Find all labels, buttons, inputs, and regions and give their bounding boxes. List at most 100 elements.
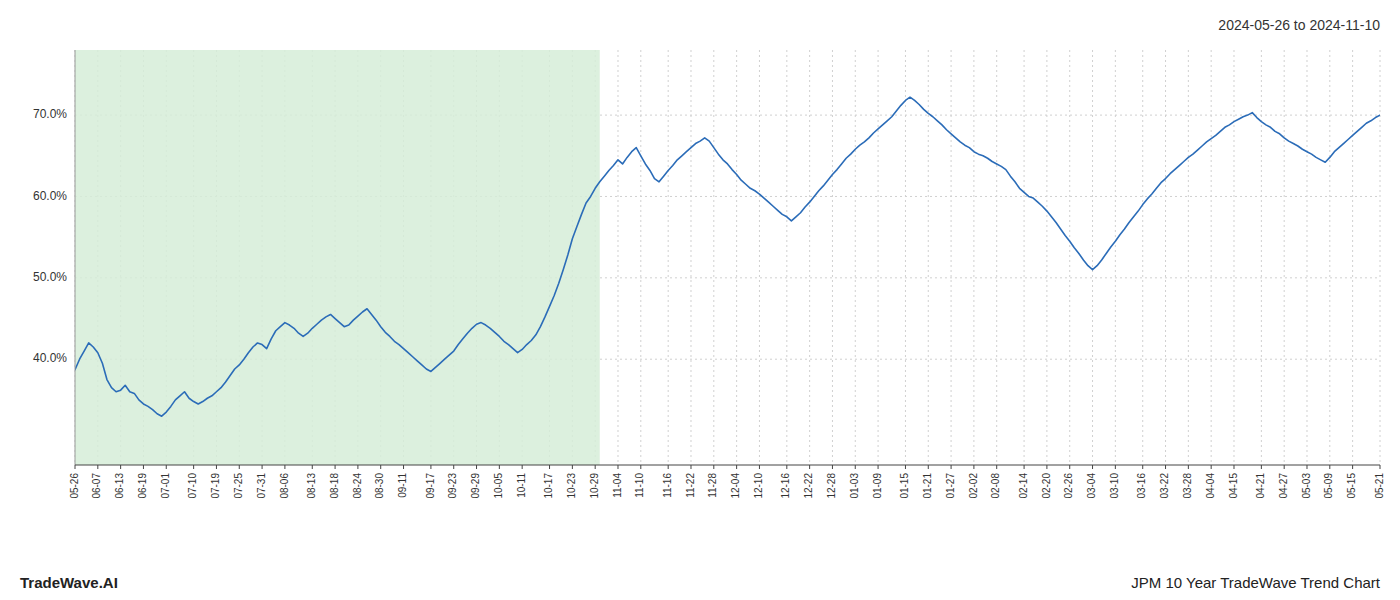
axes: 40.0%50.0%60.0%70.0%05-2606-0706-1306-19…	[33, 50, 1385, 499]
x-tick-label: 08-18	[329, 473, 340, 499]
x-tick	[193, 465, 194, 469]
grid-line-x	[617, 50, 618, 465]
x-tick	[1211, 465, 1212, 469]
title: 2024-05-26 to 2024-11-10	[1218, 17, 1380, 33]
x-tick-label: 11-10	[634, 473, 645, 498]
grid-line-x	[973, 50, 974, 465]
grid-line-x	[878, 50, 879, 465]
grid-line-x	[1233, 50, 1234, 465]
shaded-span	[75, 50, 600, 465]
x-tick	[453, 465, 454, 469]
x-tick-label: 04-15	[1228, 473, 1239, 499]
grid-line-x	[855, 50, 856, 465]
x-tick	[1352, 465, 1353, 469]
grid-line-x	[640, 50, 641, 465]
grid-line-x	[1092, 50, 1093, 465]
x-tick-label: 07-10	[187, 473, 198, 499]
x-tick	[713, 465, 714, 469]
x-tick-label: 12-10	[753, 473, 764, 499]
x-tick	[668, 465, 669, 469]
grid-line-x	[832, 50, 833, 465]
x-tick-label: 05-15	[1346, 473, 1357, 499]
x-tick	[855, 465, 856, 469]
x-tick	[832, 465, 833, 469]
grid-line-x	[690, 50, 691, 465]
grid-line-x	[809, 50, 810, 465]
x-tick	[951, 465, 952, 469]
x-tick-label: 11-16	[662, 473, 673, 498]
x-tick-label: 02-14	[1018, 473, 1029, 499]
x-tick-label: 10-23	[566, 473, 577, 499]
grid-line-x	[713, 50, 714, 465]
x-tick	[549, 465, 550, 469]
x-tick	[1188, 465, 1189, 469]
x-tick-label: 09-17	[425, 473, 436, 499]
x-tick	[878, 465, 879, 469]
x-tick	[690, 465, 691, 469]
grid-line-x	[1024, 50, 1025, 465]
x-tick	[809, 465, 810, 469]
x-tick	[996, 465, 997, 469]
x-tick-label: 06-13	[114, 473, 125, 499]
x-tick-label: 03-10	[1109, 473, 1120, 499]
x-tick	[1069, 465, 1070, 469]
x-tick-label: 01-27	[945, 473, 956, 499]
x-tick-label: 12-16	[780, 473, 791, 499]
x-tick	[97, 465, 98, 469]
x-tick-label: 12-22	[803, 473, 814, 499]
x-tick	[1380, 465, 1381, 469]
x-tick-label: 05-21	[1374, 473, 1385, 499]
x-tick-label: 08-13	[306, 473, 317, 499]
x-tick	[1046, 465, 1047, 469]
x-tick-label: 02-20	[1041, 473, 1052, 499]
x-tick-label: 09-23	[447, 473, 458, 499]
x-tick	[216, 465, 217, 469]
footer-left: TradeWave.AI	[20, 574, 118, 591]
grid-line-x	[1188, 50, 1189, 465]
x-tick	[357, 465, 358, 469]
grid-line-x	[1261, 50, 1262, 465]
x-tick-label: 05-03	[1301, 473, 1312, 499]
grid-line-x	[905, 50, 906, 465]
x-tick-label: 04-27	[1278, 473, 1289, 499]
x-tick	[786, 465, 787, 469]
y-tick-label: 40.0%	[33, 351, 67, 365]
x-tick-label: 12-04	[730, 473, 741, 499]
grid-line-x	[786, 50, 787, 465]
grid-line-x	[951, 50, 952, 465]
x-tick-label: 05-26	[69, 473, 80, 499]
x-tick-label: 08-06	[279, 473, 290, 499]
grid-line-x	[1329, 50, 1330, 465]
x-tick	[905, 465, 906, 469]
x-tick	[595, 465, 596, 469]
x-tick-label: 03-16	[1136, 473, 1147, 499]
x-tick	[759, 465, 760, 469]
x-tick-label: 09-29	[470, 473, 481, 499]
x-tick	[1115, 465, 1116, 469]
x-tick	[617, 465, 618, 469]
x-tick-label: 11-22	[685, 473, 696, 498]
x-tick	[1233, 465, 1234, 469]
x-tick	[284, 465, 285, 469]
x-tick-label: 10-29	[589, 473, 600, 499]
x-tick-label: 10-11	[516, 473, 527, 498]
x-tick	[1142, 465, 1143, 469]
x-tick	[335, 465, 336, 469]
grid-line-x	[1211, 50, 1212, 465]
chart: 40.0%50.0%60.0%70.0%05-2606-0706-1306-19…	[0, 0, 1400, 600]
x-tick	[736, 465, 737, 469]
x-tick-label: 03-28	[1182, 473, 1193, 499]
x-tick	[239, 465, 240, 469]
x-tick	[262, 465, 263, 469]
grid-line-x	[75, 50, 76, 465]
x-tick-label: 07-25	[233, 473, 244, 499]
x-tick-label: 10-05	[493, 473, 504, 499]
footer-right: JPM 10 Year TradeWave Trend Chart	[1131, 574, 1381, 591]
x-tick-label: 03-22	[1159, 473, 1170, 499]
x-tick-label: 01-09	[872, 473, 883, 499]
grid-line-x	[736, 50, 737, 465]
grid-line-x	[668, 50, 669, 465]
x-tick-label: 05-09	[1323, 473, 1334, 499]
x-tick	[1092, 465, 1093, 469]
y-tick-label: 70.0%	[33, 107, 67, 121]
